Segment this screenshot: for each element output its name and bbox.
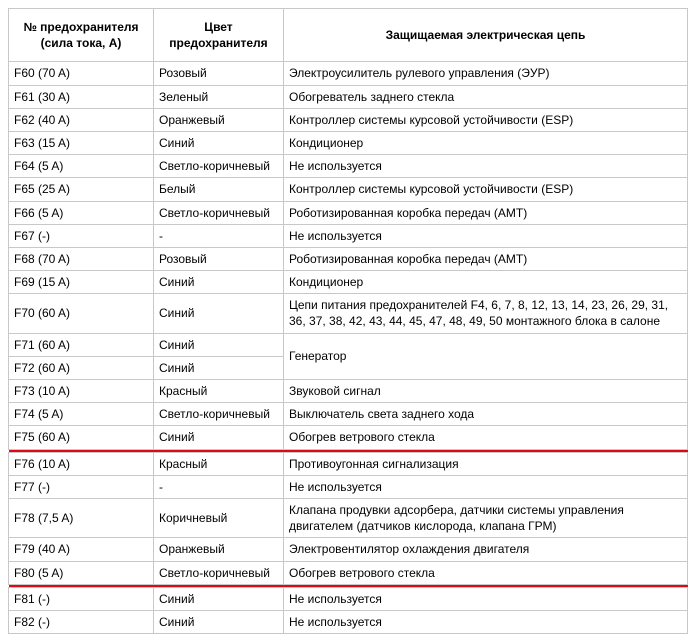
fuse-cell: F76 (10 A) bbox=[9, 452, 154, 475]
color-cell: Синий bbox=[154, 356, 284, 379]
color-cell: Светло-коричневый bbox=[154, 403, 284, 426]
circuit-cell: Роботизированная коробка передач (АМТ) bbox=[284, 247, 688, 270]
table-row: F64 (5 A)Светло-коричневыйНе используетс… bbox=[9, 155, 688, 178]
header-fuse: № предохранителя (сила тока, А) bbox=[9, 9, 154, 62]
table-row: F78 (7,5 A)КоричневыйКлапана продувки ад… bbox=[9, 498, 688, 537]
fuse-cell: F79 (40 A) bbox=[9, 538, 154, 561]
fuse-cell: F60 (70 A) bbox=[9, 62, 154, 85]
table-row: F79 (40 A)ОранжевыйЭлектровентилятор охл… bbox=[9, 538, 688, 561]
color-cell: Оранжевый bbox=[154, 538, 284, 561]
table-row: F76 (10 A)КрасныйПротивоугонная сигнализ… bbox=[9, 452, 688, 475]
circuit-cell: Электроусилитель рулевого управления (ЭУ… bbox=[284, 62, 688, 85]
header-row: № предохранителя (сила тока, А) Цвет пре… bbox=[9, 9, 688, 62]
color-cell: Светло-коричневый bbox=[154, 561, 284, 584]
fuse-cell: F62 (40 A) bbox=[9, 108, 154, 131]
table-row: F77 (-)-Не используется bbox=[9, 475, 688, 498]
fuse-cell: F80 (5 A) bbox=[9, 561, 154, 584]
circuit-cell: Не используется bbox=[284, 610, 688, 633]
table-row: F71 (60 A)СинийГенератор bbox=[9, 333, 688, 356]
circuit-cell: Генератор bbox=[284, 333, 688, 379]
fuse-cell: F70 (60 A) bbox=[9, 294, 154, 333]
table-row: F68 (70 A)РозовыйРоботизированная коробк… bbox=[9, 247, 688, 270]
circuit-cell: Роботизированная коробка передач (АМТ) bbox=[284, 201, 688, 224]
fuse-cell: F71 (60 A) bbox=[9, 333, 154, 356]
color-cell: Розовый bbox=[154, 62, 284, 85]
table-row: F62 (40 A)ОранжевыйКонтроллер системы ку… bbox=[9, 108, 688, 131]
fuse-cell: F75 (60 A) bbox=[9, 426, 154, 449]
table-row: F75 (60 A)СинийОбогрев ветрового стекла bbox=[9, 426, 688, 449]
fuse-cell: F63 (15 A) bbox=[9, 131, 154, 154]
color-cell: Зеленый bbox=[154, 85, 284, 108]
fuse-cell: F68 (70 A) bbox=[9, 247, 154, 270]
fuse-cell: F81 (-) bbox=[9, 587, 154, 610]
table-row: F82 (-)СинийНе используется bbox=[9, 610, 688, 633]
table-row: F66 (5 A)Светло-коричневыйРоботизированн… bbox=[9, 201, 688, 224]
table-row: F60 (70 A)РозовыйЭлектроусилитель рулево… bbox=[9, 62, 688, 85]
color-cell: Белый bbox=[154, 178, 284, 201]
circuit-cell: Кондиционер bbox=[284, 131, 688, 154]
circuit-cell: Кондиционер bbox=[284, 271, 688, 294]
table-row: F74 (5 A)Светло-коричневыйВыключатель св… bbox=[9, 403, 688, 426]
color-cell: Синий bbox=[154, 131, 284, 154]
fuse-cell: F73 (10 A) bbox=[9, 380, 154, 403]
fuse-cell: F67 (-) bbox=[9, 224, 154, 247]
color-cell: Синий bbox=[154, 587, 284, 610]
circuit-cell: Обогрев ветрового стекла bbox=[284, 561, 688, 584]
table-row: F81 (-)СинийНе используется bbox=[9, 587, 688, 610]
color-cell: Синий bbox=[154, 271, 284, 294]
header-color: Цвет предохранителя bbox=[154, 9, 284, 62]
table-row: F63 (15 A)СинийКондиционер bbox=[9, 131, 688, 154]
table-row: F80 (5 A)Светло-коричневыйОбогрев ветров… bbox=[9, 561, 688, 584]
circuit-cell: Обогреватель заднего стекла bbox=[284, 85, 688, 108]
fuse-table: № предохранителя (сила тока, А) Цвет пре… bbox=[8, 8, 688, 634]
circuit-cell: Электровентилятор охлаждения двигателя bbox=[284, 538, 688, 561]
table-row: F65 (25 A)БелыйКонтроллер системы курсов… bbox=[9, 178, 688, 201]
fuse-cell: F61 (30 A) bbox=[9, 85, 154, 108]
color-cell: Розовый bbox=[154, 247, 284, 270]
table-row: F73 (10 A)КрасныйЗвуковой сигнал bbox=[9, 380, 688, 403]
color-cell: Коричневый bbox=[154, 498, 284, 537]
circuit-cell: Выключатель света заднего хода bbox=[284, 403, 688, 426]
color-cell: - bbox=[154, 224, 284, 247]
circuit-cell: Звуковой сигнал bbox=[284, 380, 688, 403]
color-cell: Синий bbox=[154, 333, 284, 356]
color-cell: Синий bbox=[154, 294, 284, 333]
table-row: F61 (30 A)ЗеленыйОбогреватель заднего ст… bbox=[9, 85, 688, 108]
table-row: F67 (-)-Не используется bbox=[9, 224, 688, 247]
circuit-cell: Не используется bbox=[284, 587, 688, 610]
fuse-cell: F74 (5 A) bbox=[9, 403, 154, 426]
fuse-cell: F66 (5 A) bbox=[9, 201, 154, 224]
color-cell: Красный bbox=[154, 380, 284, 403]
circuit-cell: Контроллер системы курсовой устойчивости… bbox=[284, 178, 688, 201]
table-row: F69 (15 A)СинийКондиционер bbox=[9, 271, 688, 294]
circuit-cell: Не используется bbox=[284, 155, 688, 178]
color-cell: - bbox=[154, 475, 284, 498]
fuse-cell: F78 (7,5 A) bbox=[9, 498, 154, 537]
circuit-cell: Контроллер системы курсовой устойчивости… bbox=[284, 108, 688, 131]
fuse-cell: F72 (60 A) bbox=[9, 356, 154, 379]
color-cell: Синий bbox=[154, 426, 284, 449]
fuse-cell: F64 (5 A) bbox=[9, 155, 154, 178]
circuit-cell: Не используется bbox=[284, 475, 688, 498]
fuse-cell: F69 (15 A) bbox=[9, 271, 154, 294]
circuit-cell: Не используется bbox=[284, 224, 688, 247]
color-cell: Светло-коричневый bbox=[154, 155, 284, 178]
table-row: F70 (60 A)СинийЦепи питания предохраните… bbox=[9, 294, 688, 333]
circuit-cell: Противоугонная сигнализация bbox=[284, 452, 688, 475]
circuit-cell: Цепи питания предохранителей F4, 6, 7, 8… bbox=[284, 294, 688, 333]
circuit-cell: Клапана продувки адсорбера, датчики сист… bbox=[284, 498, 688, 537]
fuse-cell: F77 (-) bbox=[9, 475, 154, 498]
header-circuit: Защищаемая электрическая цепь bbox=[284, 9, 688, 62]
circuit-cell: Обогрев ветрового стекла bbox=[284, 426, 688, 449]
fuse-cell: F65 (25 A) bbox=[9, 178, 154, 201]
fuse-cell: F82 (-) bbox=[9, 610, 154, 633]
color-cell: Красный bbox=[154, 452, 284, 475]
color-cell: Светло-коричневый bbox=[154, 201, 284, 224]
color-cell: Синий bbox=[154, 610, 284, 633]
color-cell: Оранжевый bbox=[154, 108, 284, 131]
